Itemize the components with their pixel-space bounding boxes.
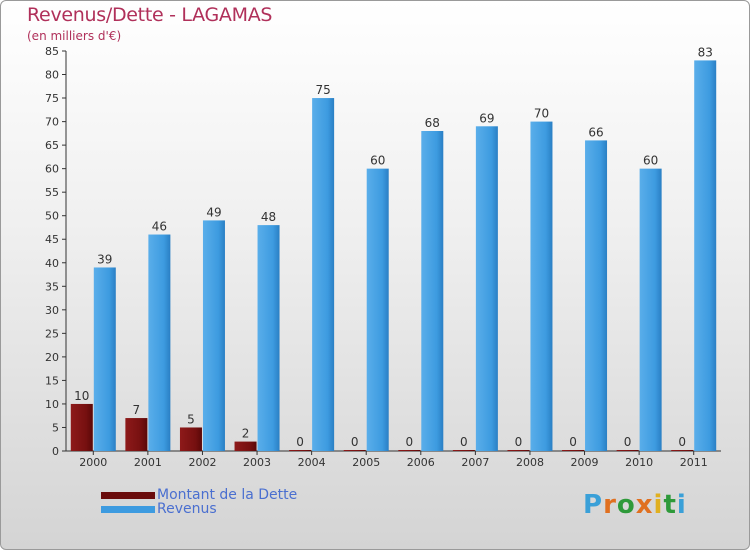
value-label-dette: 0 [405, 435, 413, 449]
x-tick-label: 2003 [243, 456, 271, 469]
legend-swatch-dette [101, 491, 155, 499]
bar-dette [398, 450, 421, 451]
value-label-dette: 10 [74, 389, 89, 403]
value-label-dette: 0 [569, 435, 577, 449]
logo-letter: x [635, 490, 654, 520]
bar-revenus [585, 140, 608, 452]
bar-dette [616, 450, 639, 451]
x-tick-label: 2011 [680, 456, 708, 469]
logo-letter: r [603, 490, 617, 520]
value-label-dette: 0 [351, 435, 359, 449]
x-tick-label: 2000 [79, 456, 107, 469]
logo-letter: t [663, 490, 677, 520]
value-label-revenus: 49 [206, 205, 221, 219]
bar-dette [507, 450, 530, 451]
x-tick-label: 2005 [352, 456, 380, 469]
value-label-revenus: 48 [261, 210, 276, 224]
bar-revenus [366, 168, 389, 451]
y-tick-label: 45 [45, 233, 59, 246]
y-tick-label: 35 [45, 280, 59, 293]
value-label-revenus: 60 [370, 154, 385, 168]
bar-revenus [475, 126, 498, 451]
value-label-dette: 2 [242, 427, 250, 441]
value-label-revenus: 66 [588, 125, 603, 139]
value-label-revenus: 70 [534, 107, 549, 121]
x-tick-label: 2002 [188, 456, 216, 469]
value-label-dette: 0 [678, 435, 686, 449]
bar-dette [179, 427, 202, 451]
chart-title: Revenus/Dette - LAGAMAS [27, 4, 273, 26]
value-label-revenus: 39 [97, 252, 112, 266]
y-tick-label: 80 [45, 69, 59, 82]
bar-revenus [694, 60, 717, 451]
bar-revenus [257, 225, 280, 451]
value-label-revenus: 69 [479, 111, 494, 125]
value-label-revenus: 46 [152, 220, 167, 234]
bar-revenus [639, 168, 662, 451]
y-tick-label: 85 [45, 45, 59, 58]
bar-revenus [93, 267, 116, 451]
proxiti-logo: Proxiti [583, 490, 687, 520]
bar-dette [343, 450, 366, 451]
bar-dette [234, 441, 257, 451]
value-label-dette: 7 [133, 403, 141, 417]
legend-item-dette: Montant de la Dette [101, 487, 298, 503]
x-tick-label: 2001 [134, 456, 162, 469]
bar-revenus [312, 98, 335, 451]
bar-dette [562, 450, 585, 451]
y-tick-label: 65 [45, 139, 59, 152]
y-tick-label: 60 [45, 163, 59, 176]
chart-subtitle: (en milliers d'€) [27, 29, 122, 43]
bar-dette [671, 450, 694, 451]
y-tick-label: 75 [45, 92, 59, 105]
y-tick-label: 30 [45, 304, 59, 317]
y-tick-label: 70 [45, 116, 59, 129]
y-tick-label: 25 [45, 327, 59, 340]
value-label-revenus: 68 [425, 116, 440, 130]
y-tick-label: 0 [52, 445, 59, 458]
value-labels: 10 39 7 46 5 49 2 48 0 75 0 60 0 68 0 69 0 70 0 66 0 60 0 83 [74, 45, 713, 449]
bar-revenus [148, 234, 171, 451]
x-tick-label: 2010 [625, 456, 653, 469]
value-label-dette: 0 [515, 435, 523, 449]
x-tick-label: 2007 [461, 456, 489, 469]
bar-dette [289, 450, 312, 451]
logo-letter: P [583, 490, 604, 520]
legend-item-revenus: Revenus [101, 501, 217, 517]
value-label-dette: 0 [624, 435, 632, 449]
value-label-revenus: 60 [643, 154, 658, 168]
x-tick-label: 2009 [571, 456, 599, 469]
bar-revenus [202, 220, 225, 451]
logo-letter: o [616, 490, 636, 520]
value-label-revenus: 83 [698, 45, 713, 59]
y-tick-label: 10 [45, 398, 59, 411]
legend-label-revenus: Revenus [157, 501, 217, 517]
y-tick-label: 55 [45, 186, 59, 199]
legend-swatch-revenus [101, 505, 155, 513]
logo-letter: i [653, 490, 664, 520]
bar-revenus [421, 131, 444, 451]
y-tick-label: 15 [45, 374, 59, 387]
legend-label-dette: Montant de la Dette [157, 487, 298, 503]
y-tick-label: 20 [45, 351, 59, 364]
bar-revenus [530, 121, 553, 452]
value-label-dette: 0 [296, 435, 304, 449]
bar-dette [125, 418, 148, 451]
y-tick-label: 50 [45, 210, 59, 223]
bars [70, 60, 717, 452]
x-tick-label: 2004 [298, 456, 326, 469]
value-label-revenus: 75 [315, 83, 330, 97]
value-label-dette: 0 [460, 435, 468, 449]
x-tick-label: 2006 [407, 456, 435, 469]
x-tick-label: 2008 [516, 456, 544, 469]
value-label-dette: 5 [187, 412, 195, 426]
bar-dette [452, 450, 475, 451]
bar-dette [70, 403, 93, 451]
y-tick-label: 40 [45, 257, 59, 270]
y-tick-label: 5 [52, 421, 59, 434]
logo-letter: i [676, 490, 687, 520]
